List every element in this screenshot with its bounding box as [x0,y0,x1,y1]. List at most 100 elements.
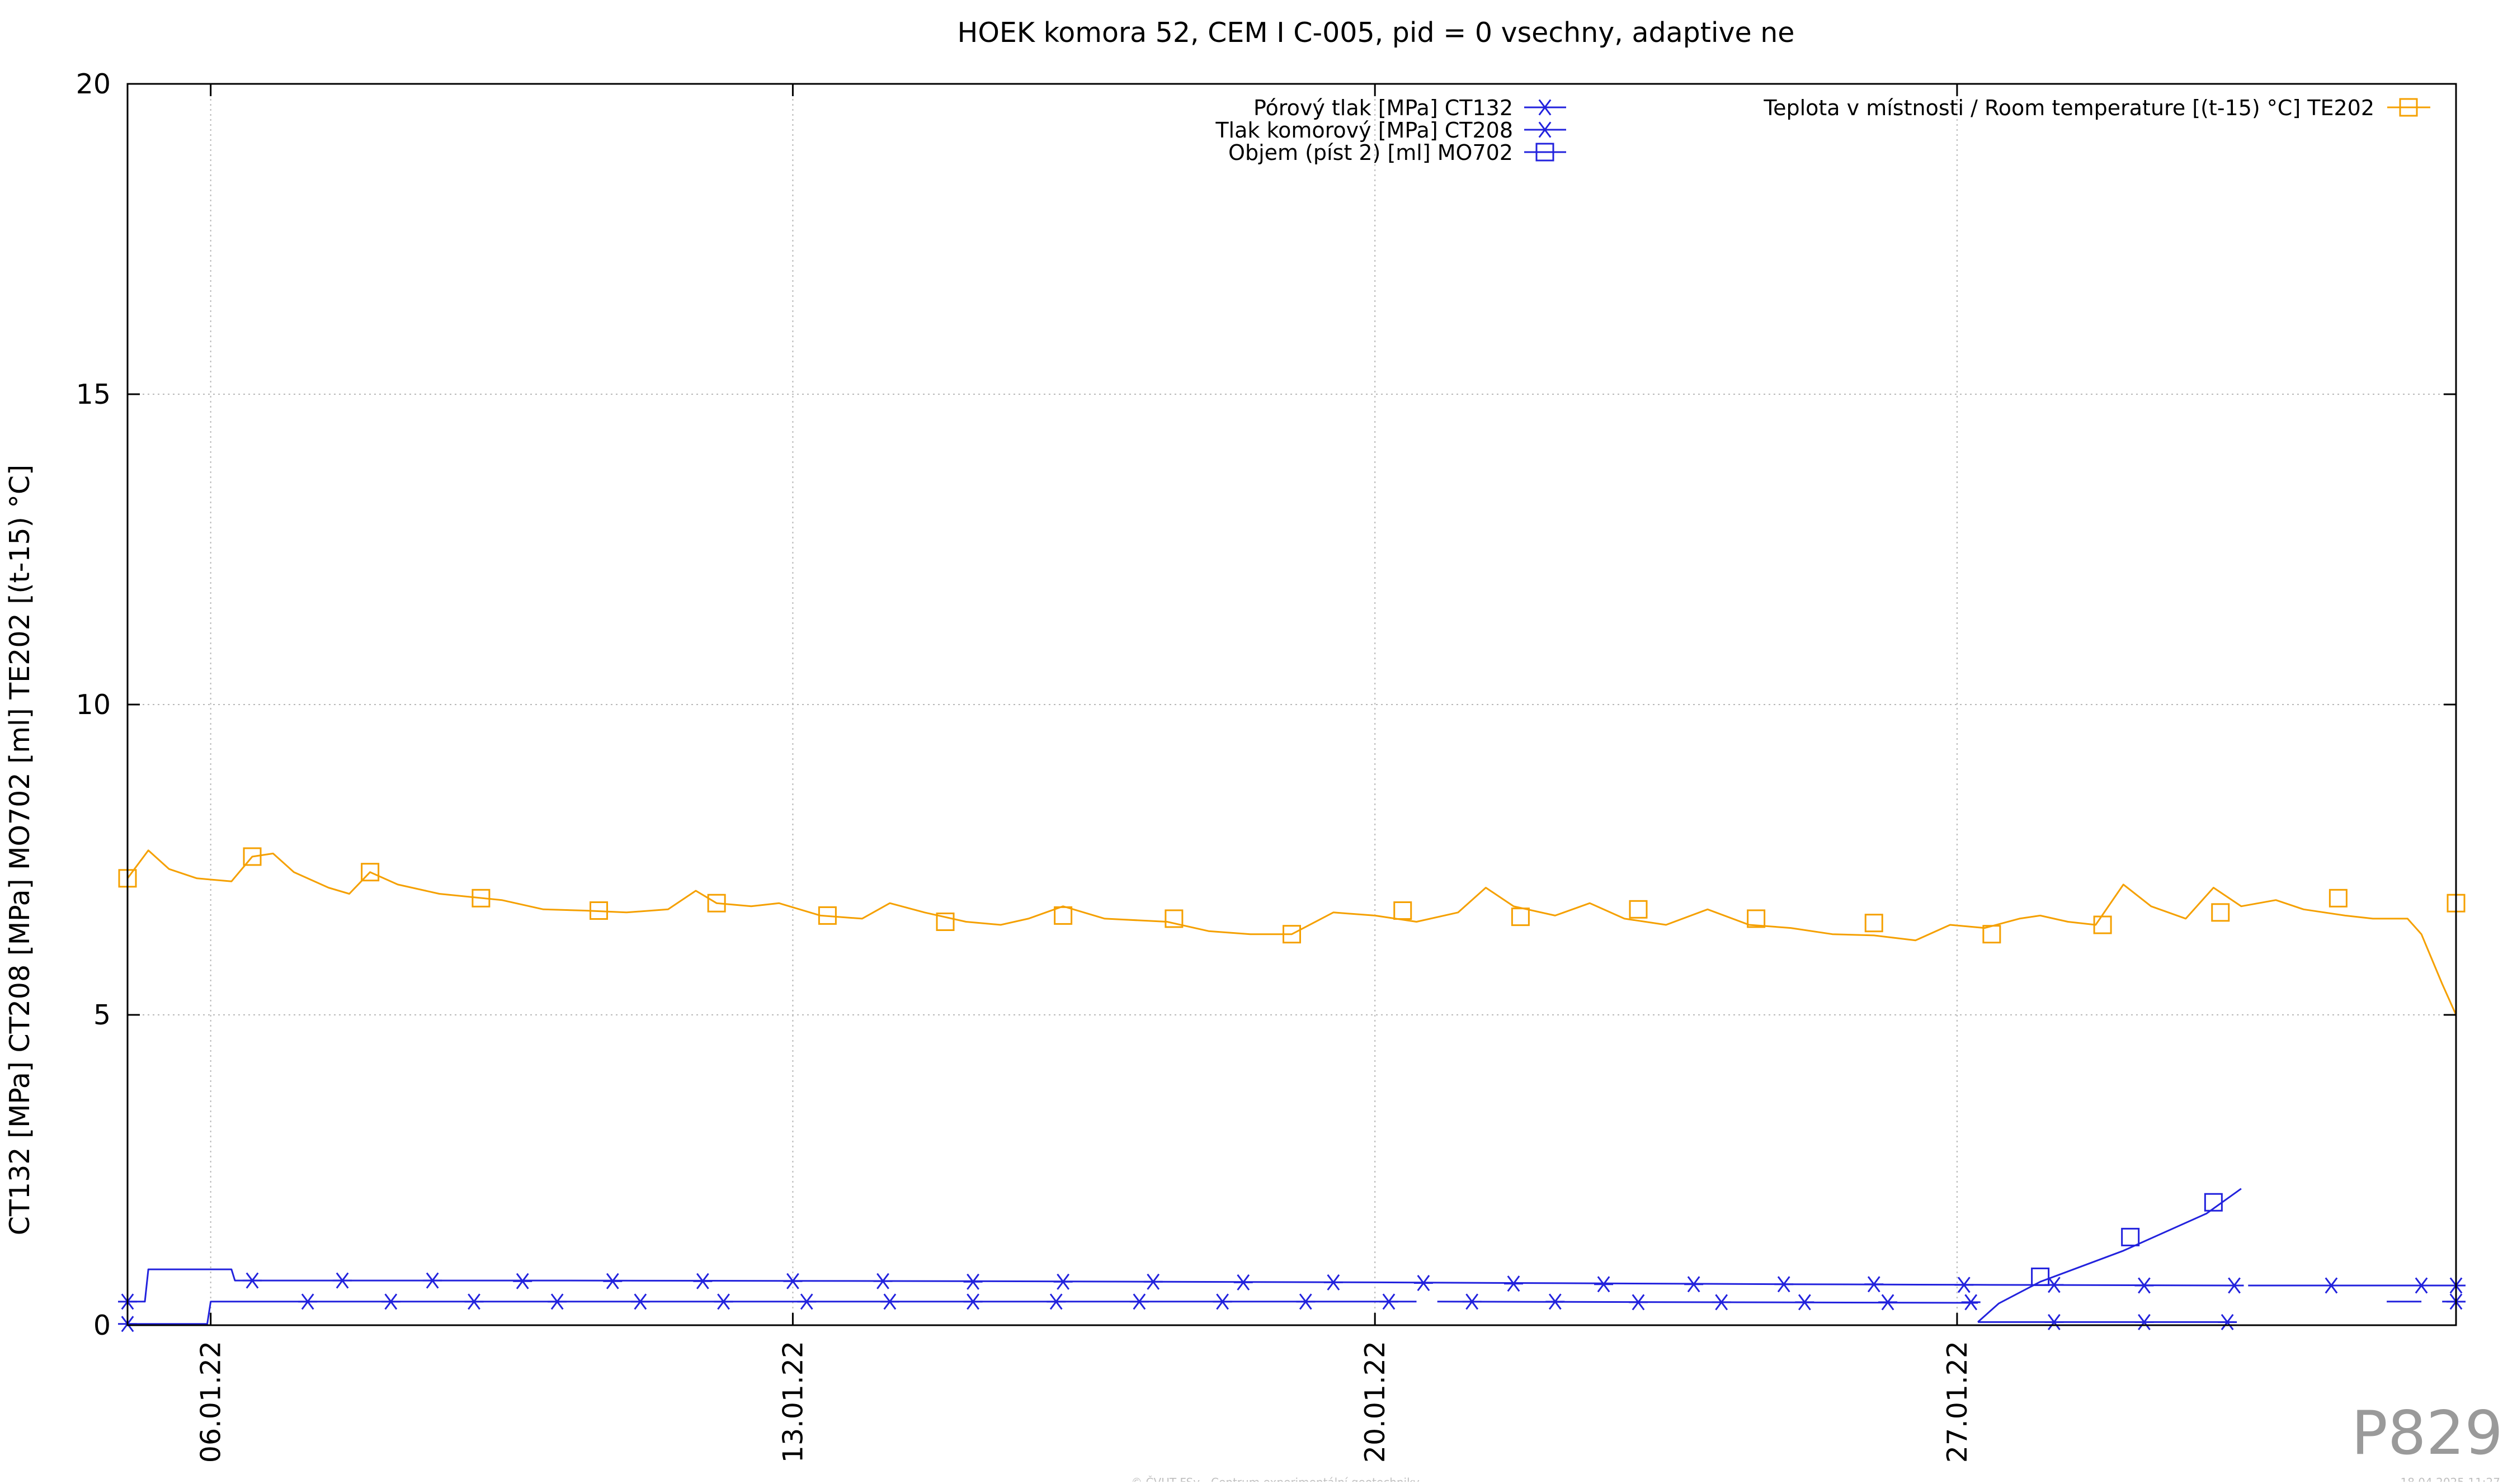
marker-stroke [1237,1274,1250,1291]
data-point [1413,1275,1433,1292]
data-point [2412,1277,2431,1294]
data-point [590,901,609,920]
data-point [1795,1294,1814,1311]
series-2 [1977,1188,2242,1323]
marker-stroke [634,1293,647,1310]
y-axis-label: CT132 [MPa] CT208 [MPa] MO702 [ml] TE202… [4,465,36,1236]
marker-stroke [468,1293,480,1310]
x-tick-label: 06.01.22 [195,1341,227,1463]
data-point [1283,925,1301,944]
data-point [1747,909,1766,928]
data-point [472,888,491,908]
data-point [1982,925,2001,944]
y-tick-label: 0 [93,1310,111,1341]
data-point [1503,1275,1523,1292]
data-point [1712,1294,1731,1311]
data-point [1053,1273,1073,1290]
data-point [783,1273,803,1289]
legend-label: Tlak komorový [MPa] CT208 [1215,118,1513,143]
marker-stroke [967,1273,979,1290]
axis-ticks: 0 5 10 15 20 06.01.22 13.01.22 20.01.22 27.01.22 [76,68,2456,1463]
data-point [1213,1293,1232,1310]
marker-stroke [2138,1313,2151,1330]
marker-stroke [1327,1274,1340,1291]
data-point [880,1293,899,1310]
data-point [818,906,837,925]
data-point [1143,1273,1163,1290]
data-point [1165,909,1184,928]
data-point [2134,1313,2154,1330]
data-point [707,894,726,913]
marker-stroke [717,1293,730,1310]
marker-stroke [876,1273,889,1289]
data-point [2218,1313,2237,1330]
data-point [1379,1293,1398,1310]
y-tick-label: 15 [76,379,111,410]
marker-stroke [1538,121,1552,138]
legend-label: Pórový tlak [MPa] CT132 [1253,96,1513,120]
data-point [1628,1294,1648,1311]
marker-stroke [1049,1293,1063,1310]
marker-stroke [1382,1293,1396,1310]
marker-stroke [606,1273,619,1289]
series-line [128,1268,2235,1303]
data-point [513,1273,532,1289]
data-point [1954,1277,1974,1293]
marker-stroke [800,1293,813,1310]
data-point [1054,906,1073,925]
watermark: P829 [2351,1398,2503,1468]
chart-title: HOEK komora 52, CEM I C-005, pid = 0 vse… [958,17,1795,49]
legend-marker [1535,143,1554,162]
marker-stroke [696,1273,709,1289]
data-point [714,1293,733,1310]
data-point [1323,1274,1343,1291]
data-point [548,1293,567,1310]
data-point [298,1293,318,1310]
data-point [1629,900,1648,919]
marker-stroke [1881,1294,1894,1311]
data-point [1545,1293,1565,1310]
marker-stroke [1548,1293,1562,1310]
data-point [1864,1276,1884,1293]
marker-stroke [1597,1276,1610,1293]
marker-stroke [2047,1277,2061,1293]
legend-label: Teplota v místnosti / Room temperature [… [1763,96,2374,120]
data-point [963,1293,983,1310]
marker-stroke [384,1293,398,1310]
data-point [2121,1227,2140,1246]
data-point [2044,1313,2064,1330]
footer-copyright: © ČVUT FSv - Centrum experimentální geot… [1131,1476,1420,1482]
series-0 [118,1268,2466,1310]
marker-stroke [1867,1276,1880,1293]
data-point [2329,888,2348,908]
marker-stroke [516,1273,529,1289]
marker-stroke [1507,1275,1520,1292]
marker-stroke [301,1293,314,1310]
data-point [1393,901,1412,920]
y-tick-label: 20 [76,68,111,100]
data-point [2093,915,2112,934]
data-point [1961,1294,1981,1311]
legend-marker [1535,121,1554,138]
marker-stroke [883,1293,897,1310]
marker-stroke [550,1293,564,1310]
grid-lines [128,84,2456,1325]
marker-stroke [1057,1273,1070,1290]
marker-stroke [1133,1293,1146,1310]
marker-stroke [426,1272,439,1289]
marker-stroke [2138,1277,2151,1294]
data-point [243,1272,262,1289]
data-point [1878,1294,1898,1311]
data-point [693,1273,713,1289]
legend-marker [1535,99,1554,116]
marker-stroke [2325,1277,2338,1294]
data-point [2134,1277,2154,1294]
series-line [1977,1188,2242,1323]
marker-stroke [1964,1294,1978,1311]
data-point [1462,1293,1482,1310]
y-tick-label: 10 [76,689,111,721]
y-tick-label: 5 [93,999,111,1031]
data-point [1774,1276,1794,1293]
